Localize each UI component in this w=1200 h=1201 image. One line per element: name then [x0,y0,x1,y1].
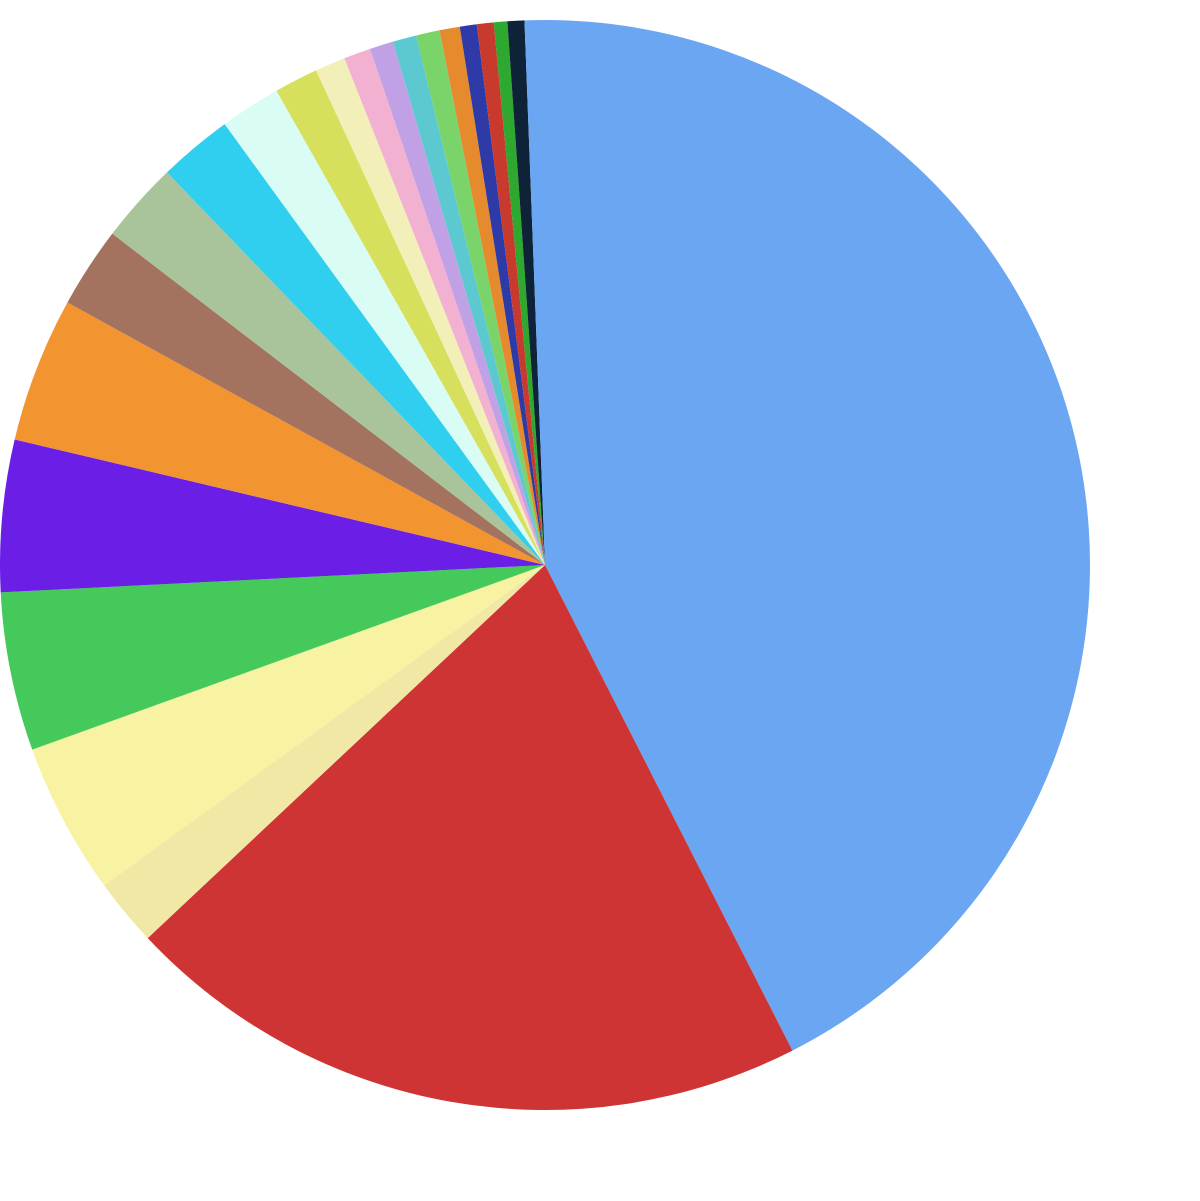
pie-chart-container [0,0,1200,1201]
pie-chart [0,0,1200,1201]
